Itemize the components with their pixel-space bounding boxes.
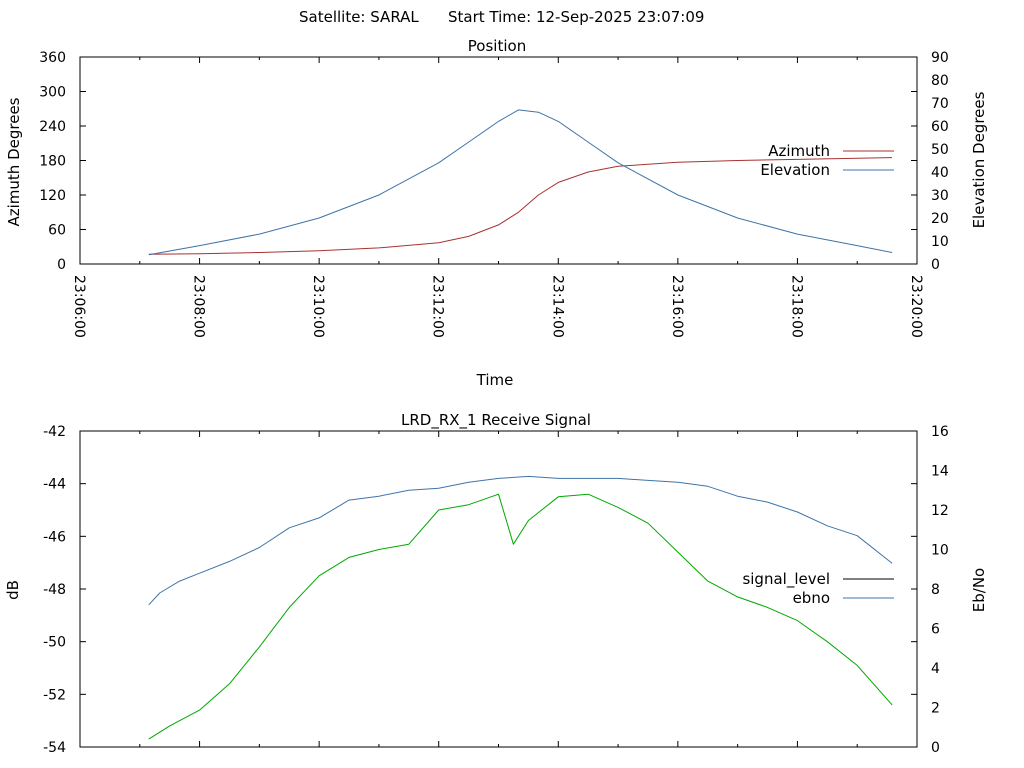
position-y2-tick-label-7: 70 bbox=[931, 96, 949, 112]
position-y-tick-label-3: 180 bbox=[39, 154, 66, 170]
signal-y-tick-label-1: -52 bbox=[43, 687, 66, 703]
position-legend-label-0: Azimuth bbox=[768, 142, 830, 160]
position-y2-tick-label-2: 20 bbox=[931, 211, 949, 227]
position-y2-tick-label-3: 30 bbox=[931, 188, 949, 204]
position-x-tick-label-4: 23:14:00 bbox=[549, 275, 565, 338]
position-x-ticks: 23:06:00 23:08:00 23:10:00 23:12:00 23:14:00… bbox=[71, 57, 924, 338]
position-series bbox=[148, 109, 893, 256]
position-y-tick-label-6: 360 bbox=[39, 50, 66, 66]
signal-chart-title: LRD_RX_1 Receive Signal bbox=[401, 411, 591, 430]
signal-x-ticks bbox=[79, 431, 918, 747]
signal-legend-label-0: signal_level bbox=[742, 570, 830, 589]
position-y2-tick-label-6: 60 bbox=[931, 119, 949, 135]
position-series-line-1 bbox=[148, 109, 893, 256]
position-chart: Position 0 60 120 180 240 300 360 0 10 20 30 40 50 6… bbox=[5, 37, 988, 389]
signal-y-tick-label-5: -44 bbox=[43, 477, 66, 493]
signal-y2-ticks: 0 2 4 6 8 10 12 14 16 bbox=[931, 424, 949, 756]
signal-series-line-0 bbox=[148, 493, 893, 740]
position-y2-tick-label-4: 40 bbox=[931, 165, 949, 181]
position-y2-tick-label-0: 0 bbox=[931, 257, 940, 273]
signal-y-tick-label-2: -50 bbox=[43, 635, 66, 651]
signal-y2-tick-label-3: 6 bbox=[931, 622, 940, 638]
position-y2-ticks: 0 10 20 30 40 50 60 70 80 90 bbox=[931, 50, 949, 273]
position-y2-tick-label-8: 80 bbox=[931, 73, 949, 89]
signal-y-ticks: -54 -52 -50 -48 -46 -44 -42 bbox=[43, 424, 917, 756]
position-x-tick-label-7: 23:20:00 bbox=[908, 275, 924, 338]
signal-y-tick-label-4: -46 bbox=[43, 529, 66, 545]
position-chart-title: Position bbox=[468, 37, 526, 55]
signal-y2-tick-label-5: 10 bbox=[931, 543, 949, 559]
position-legend-label-1: Elevation bbox=[760, 161, 830, 179]
position-y2-axis-label: Elevation Degrees bbox=[970, 91, 988, 228]
position-x-tick-label-3: 23:12:00 bbox=[430, 275, 446, 338]
signal-chart: LRD_RX_1 Receive Signal -54-52-50-48-46-… bbox=[4, 411, 988, 756]
position-y-tick-label-2: 120 bbox=[39, 188, 66, 204]
position-y2-tick-label-9: 90 bbox=[931, 50, 949, 66]
signal-y2-tick-label-2: 4 bbox=[931, 661, 940, 677]
position-series-line-0 bbox=[148, 157, 893, 255]
position-x-tick-label-0: 23:06:00 bbox=[71, 275, 87, 338]
signal-y2-axis-label: Eb/No bbox=[970, 568, 988, 612]
position-x-axis-label: Time bbox=[476, 371, 514, 389]
position-x-tick-label-5: 23:16:00 bbox=[669, 275, 685, 338]
signal-y2-tick-label-4: 8 bbox=[931, 582, 940, 598]
signal-y-tick-label-6: -42 bbox=[43, 424, 66, 440]
position-y-tick-label-5: 300 bbox=[39, 85, 66, 101]
position-y-tick-label-0: 0 bbox=[57, 257, 66, 273]
position-y-ticks: 0 60 120 180 240 300 360 bbox=[39, 50, 917, 273]
signal-y2-tick-label-6: 12 bbox=[931, 503, 949, 519]
start-time-label: Start Time: 12-Sep-2025 23:07:09 bbox=[448, 8, 704, 26]
position-y-tick-label-1: 60 bbox=[48, 223, 66, 239]
signal-series-line-1 bbox=[148, 475, 893, 606]
position-x-tick-label-1: 23:08:00 bbox=[191, 275, 207, 338]
signal-y-tick-label-3: -48 bbox=[43, 582, 66, 598]
position-y2-tick-label-1: 10 bbox=[931, 234, 949, 250]
signal-series bbox=[148, 475, 893, 740]
signal-y2-tick-label-8: 16 bbox=[931, 424, 949, 440]
position-y-tick-label-4: 240 bbox=[39, 119, 66, 135]
position-y-axis-label: Azimuth Degrees bbox=[5, 97, 23, 226]
signal-y2-tick-label-7: 14 bbox=[931, 464, 949, 480]
signal-y-tick-label-0: -54 bbox=[43, 740, 66, 756]
satellite-label: Satellite: SARAL bbox=[299, 8, 419, 26]
signal-y-axis-label: dB bbox=[4, 580, 22, 600]
position-x-tick-label-6: 23:18:00 bbox=[788, 275, 804, 338]
signal-y2-tick-label-0: 0 bbox=[931, 740, 940, 756]
position-y2-tick-label-5: 50 bbox=[931, 142, 949, 158]
signal-y2-tick-label-1: 2 bbox=[931, 701, 940, 717]
position-x-tick-label-2: 23:10:00 bbox=[310, 275, 326, 338]
signal-legend-label-1: ebno bbox=[793, 589, 830, 607]
